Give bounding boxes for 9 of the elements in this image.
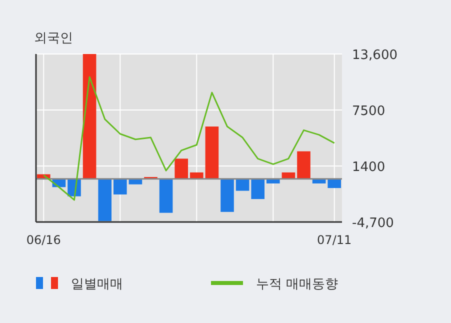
legend-label: 누적 매매동향 — [256, 277, 338, 292]
x-tick-label: 06/16 — [26, 233, 61, 247]
y-tick-label: 1400 — [352, 160, 386, 175]
chart-title: 외국인 — [34, 31, 73, 46]
y-tick-label: 13,600 — [352, 48, 398, 63]
y-tick-label: 7500 — [352, 104, 386, 119]
legend-label: 일별매매 — [71, 277, 123, 292]
x-tick-label: 07/11 — [317, 233, 352, 247]
y-tick-label: -4,700 — [352, 216, 394, 231]
